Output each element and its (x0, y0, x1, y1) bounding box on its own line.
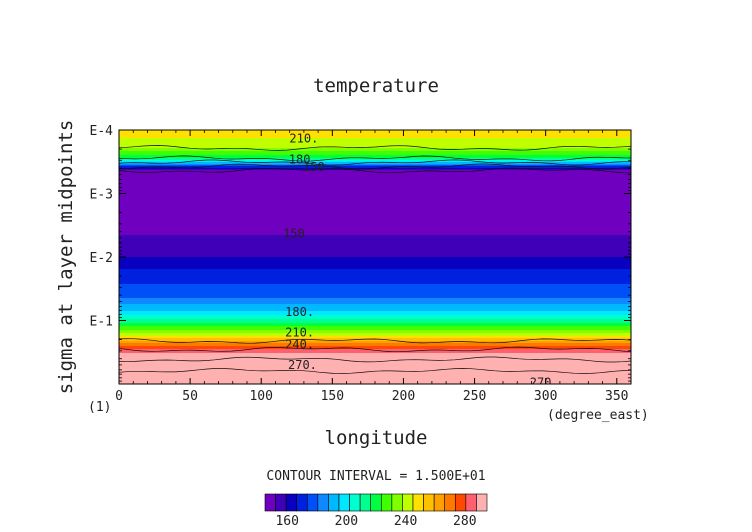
x-tick-label-50: 50 (182, 389, 198, 404)
contour-band-17 (119, 269, 631, 284)
contour-band-25 (119, 326, 631, 330)
colorbar: 160 200 240 280 (264, 493, 488, 529)
colorbar-swatch-14 (412, 493, 424, 512)
contour-band-8 (119, 162, 631, 164)
contour-band-22 (119, 315, 631, 319)
colorbar-swatch-0 (264, 493, 276, 512)
colorbar-swatch-2 (285, 493, 298, 512)
colorbar-tick-label-160: 160 (275, 514, 298, 529)
contour-line-255 (119, 356, 631, 363)
contour-band-1 (119, 138, 631, 148)
x-tick-label-250: 250 (463, 389, 486, 404)
contour-label-2: 150 (303, 160, 325, 174)
colorbar-swatch-15 (423, 493, 435, 512)
contour-band-20 (119, 304, 631, 311)
contour-band-24 (119, 323, 631, 326)
contour-label-3: 150 (283, 227, 305, 241)
colorbar-tick-label-280: 280 (453, 514, 476, 529)
contour-band-13 (119, 169, 631, 170)
contour-label-8: 270. (530, 375, 559, 389)
colorbar-swatch-12 (391, 493, 403, 512)
colorbar-swatch-19 (465, 493, 477, 512)
chart-title: temperature (313, 75, 439, 97)
y-tick-label-E-3: E-3 (90, 188, 113, 203)
y-axis-label: sigma at layer midpoints (55, 120, 77, 395)
contour-band-26 (119, 330, 631, 333)
contour-interval-text: CONTOUR INTERVAL = 1.500E+01 (266, 469, 485, 484)
colorbar-swatch-8 (349, 493, 361, 512)
x-tick-label-200: 200 (392, 389, 415, 404)
contour-band-14 (119, 170, 631, 235)
colorbar-tick-label-200: 200 (335, 514, 358, 529)
contour-band-0 (119, 130, 631, 138)
contour-line-165 (119, 163, 631, 170)
contour-label-6: 240. (285, 338, 314, 352)
contour-band-19 (119, 298, 631, 304)
y-tick-label-E-2: E-2 (90, 251, 113, 266)
contour-band-9 (119, 164, 631, 165)
colorbar-swatch-7 (338, 493, 350, 512)
colorbar-swatch-6 (328, 493, 340, 512)
contour-label-5: 210. (285, 326, 314, 340)
x-tick-label-100: 100 (249, 389, 272, 404)
colorbar-swatch-13 (402, 493, 414, 512)
contour-band-4 (119, 155, 631, 158)
contour-band-30 (119, 341, 631, 343)
contour-label-0: 210. (289, 131, 318, 145)
contour-band-16 (119, 257, 631, 269)
contour-band-11 (119, 166, 631, 168)
colorbar-swatch-3 (296, 493, 308, 512)
contour-band-31 (119, 343, 631, 346)
contour-band-2 (119, 148, 631, 151)
contour-band-18 (119, 284, 631, 298)
contour-band-10 (119, 165, 631, 166)
colorbar-swatch-18 (454, 493, 467, 512)
y-axis: E-4 E-3 E-2 E-1 (90, 124, 631, 382)
y-tick-label-E-4: E-4 (90, 124, 114, 139)
y-tick-label-E-1: E-1 (90, 315, 113, 330)
contour-band-3 (119, 151, 631, 155)
x-axis: 0 50 100 150 200 250 300 350 (115, 130, 629, 404)
colorbar-swatch-10 (370, 493, 382, 512)
colorbar-swatch-1 (275, 493, 287, 512)
contour-label-4: 180. (285, 305, 314, 319)
x-tick-label-300: 300 (534, 389, 557, 404)
contour-band-32 (119, 346, 631, 349)
colorbar-tick-label-240: 240 (394, 514, 417, 529)
contour-label-7: 270. (288, 358, 317, 372)
x-axis-label: longitude (325, 427, 428, 449)
contour-band-28 (119, 336, 631, 338)
contour-label-1: 180 (289, 152, 311, 166)
contour-band-27 (119, 333, 631, 336)
colorbar-swatch-9 (359, 493, 372, 512)
colorbar-swatch-20 (476, 493, 488, 512)
x-unit-label: (degree_east) (547, 408, 649, 423)
contour-band-15 (119, 235, 631, 257)
contour-line-180 (119, 159, 631, 166)
contour-line-225 (119, 338, 631, 344)
colorbar-swatch-5 (317, 493, 329, 512)
contour-line-150 (119, 167, 631, 174)
colorbar-swatch-17 (444, 493, 456, 512)
colorbar-swatch-11 (380, 493, 393, 512)
contour-line-210 (119, 145, 631, 151)
contour-line-195 (119, 155, 631, 162)
contour-band-23 (119, 319, 631, 323)
colorbar-swatch-16 (433, 493, 446, 512)
x-tick-label-150: 150 (321, 389, 344, 404)
colorbar-swatch-4 (306, 493, 319, 512)
contour-band-21 (119, 311, 631, 315)
x-tick-label-0: 0 (115, 389, 123, 404)
contour-band-7 (119, 161, 631, 162)
x-tick-label-350: 350 (605, 389, 628, 404)
y-unit-tick: (1) (88, 400, 111, 415)
contour-band-29 (119, 338, 631, 341)
contour-band-5 (119, 158, 631, 160)
contour-line-270 (119, 368, 631, 374)
contour-band-33 (119, 349, 631, 353)
contour-band-6 (119, 160, 631, 161)
contour-line-240 (119, 346, 631, 353)
